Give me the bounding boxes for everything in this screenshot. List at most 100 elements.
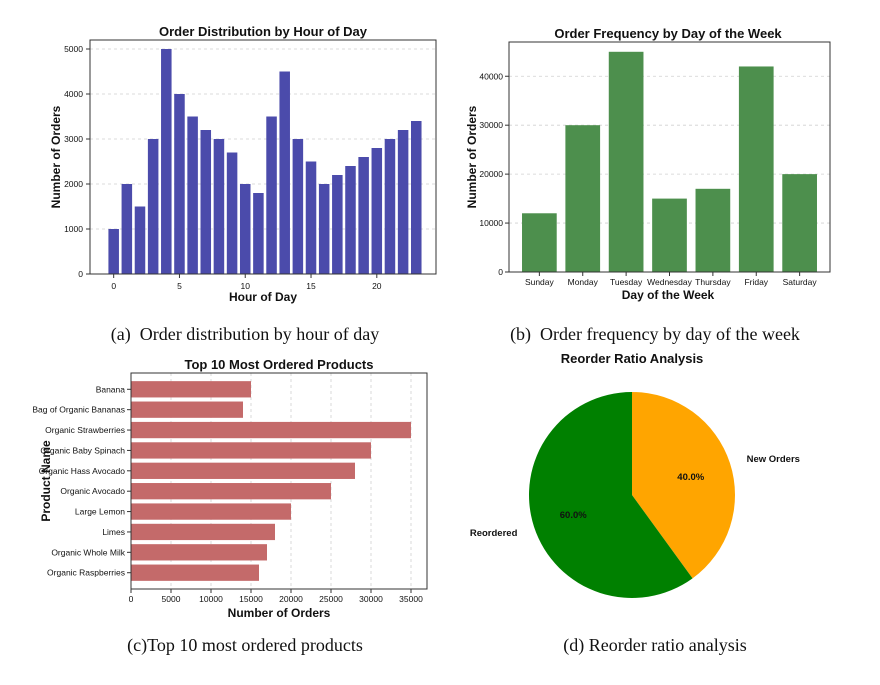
x-axis-label: Day of the Week (622, 288, 715, 302)
pie-slice-reordered (529, 392, 693, 598)
bar-hour-2 (134, 206, 146, 274)
caption-d: (d) Reorder ratio analysis (563, 635, 747, 655)
bar-friday (738, 66, 774, 273)
x-tick-label: Friday (744, 277, 768, 287)
pie-category-label: Reordered (470, 528, 518, 539)
x-tick-label: Tuesday (610, 277, 643, 287)
chart-title: Reorder Ratio Analysis (561, 351, 704, 366)
x-tick-label: 30000 (359, 594, 383, 604)
bar-product (131, 483, 331, 500)
y-tick-label: Banana (96, 384, 126, 394)
y-tick-label: 30000 (479, 120, 503, 130)
x-axis-label: Number of Orders (228, 606, 331, 620)
pie-slice-new-orders (632, 392, 735, 579)
chart-weekday-orders: Order Frequency by Day of the Week 0 1000… (440, 0, 880, 320)
y-tick-label: Organic Avocado (60, 486, 125, 496)
x-tick-label: Saturday (783, 277, 818, 287)
bar-monday (565, 125, 601, 272)
x-tick-label: 35000 (399, 594, 423, 604)
bar-thursday (695, 188, 731, 272)
x-tick-label: 5 (177, 281, 182, 291)
bar-hour-19 (358, 157, 369, 274)
bar-tuesday (608, 51, 644, 273)
weekday-orders-svg: Order Frequency by Day of the Week 0 1000… (465, 26, 831, 302)
bar-hour-4 (161, 49, 172, 274)
y-tick-label: 2000 (64, 179, 83, 189)
y-tick-label: Organic Hass Avocado (39, 466, 126, 476)
bar-product (131, 544, 267, 561)
bar-hour-11 (253, 193, 264, 274)
reorder-ratio-svg: Reorder Ratio Analysis 40.0% New Orders 60… (470, 351, 800, 598)
bar-hour-15 (305, 161, 317, 274)
x-tick-label: 0 (111, 281, 116, 291)
bar-product (131, 462, 355, 479)
y-tick-label: 20000 (479, 169, 503, 179)
bar-hour-3 (147, 139, 159, 274)
chart-reorder-ratio: Reorder Ratio Analysis 40.0% New Orders 60… (440, 345, 880, 625)
bar-product (131, 564, 259, 581)
x-tick-label: 20 (372, 281, 382, 291)
bar-product (131, 401, 243, 418)
plot-frame (89, 39, 437, 275)
bar-product (131, 421, 411, 439)
y-tick-label: Bag of Organic Bananas (32, 405, 125, 415)
chart-hourly-orders: Order Distribution by Hour of Day 0 1000 2… (0, 0, 440, 320)
x-tick-label: Monday (568, 277, 599, 287)
y-axis-label: Number of Orders (465, 105, 479, 208)
y-tick-label: Organic Strawberries (45, 425, 125, 435)
bar-hour-14 (292, 139, 304, 274)
x-tick-label: Thursday (695, 277, 731, 287)
y-tick-label: Limes (102, 527, 125, 537)
bar-hour-0 (108, 229, 119, 274)
x-tick-label: 15 (306, 281, 316, 291)
y-tick-label: 10000 (479, 218, 503, 228)
bar-hour-13 (279, 71, 290, 274)
caption-c: (c)Top 10 most ordered products (127, 635, 363, 655)
x-axis-label: Hour of Day (229, 290, 297, 304)
y-tick-label: 4000 (64, 89, 83, 99)
bar-hour-7 (200, 130, 212, 274)
chart-title: Order Frequency by Day of the Week (554, 26, 782, 41)
x-tick-label: 25000 (319, 594, 343, 604)
x-tick-label: 10 (241, 281, 251, 291)
bar-product (131, 381, 251, 398)
bar-hour-23 (411, 121, 422, 274)
y-tick-label: 5000 (64, 44, 83, 54)
x-tick-label: 10000 (199, 594, 223, 604)
caption-b: (b) Order frequency by day of the week (510, 324, 800, 344)
x-tick-label: 20000 (279, 594, 303, 604)
x-tick-label: 15000 (239, 594, 263, 604)
y-tick-label: 40000 (479, 71, 503, 81)
bar-hour-20 (371, 148, 383, 274)
x-tick-label: 5000 (162, 594, 181, 604)
y-tick-label: 3000 (64, 134, 83, 144)
plot-frame (130, 372, 428, 590)
y-tick-label: Organic Raspberries (47, 568, 125, 578)
top-products-svg: Top 10 Most Ordered Products 0 5000 10000 1… (32, 357, 428, 620)
chart-title: Top 10 Most Ordered Products (184, 357, 373, 372)
y-tick-label: 0 (78, 269, 83, 279)
bar-saturday (782, 174, 817, 272)
bar-product (131, 523, 275, 541)
bar-hour-18 (345, 166, 356, 274)
y-tick-label: Organic Baby Spinach (40, 445, 125, 455)
bar-hour-8 (213, 139, 225, 274)
y-axis-label: Product Name (39, 440, 53, 522)
bar-sunday (522, 213, 557, 272)
bar-wednesday (652, 198, 687, 272)
y-tick-label: Organic Whole Milk (51, 547, 125, 557)
y-axis-label: Number of Orders (49, 105, 63, 208)
bar-hour-17 (332, 175, 343, 274)
bar-product (131, 503, 291, 520)
hourly-orders-svg: Order Distribution by Hour of Day 0 1000 2… (49, 24, 437, 304)
pie-category-label: New Orders (747, 454, 800, 465)
caption-a: (a) Order distribution by hour of day (110, 324, 380, 344)
bar-hour-21 (384, 139, 396, 274)
chart-top-products: Top 10 Most Ordered Products 0 5000 10000 1… (0, 345, 440, 625)
y-tick-label: 0 (498, 267, 503, 277)
pie-pct-label: 40.0% (677, 472, 704, 483)
bar-hour-12 (266, 116, 277, 274)
bar-hour-1 (121, 184, 133, 274)
bar-hour-10 (239, 184, 251, 274)
bar-product (131, 442, 371, 459)
